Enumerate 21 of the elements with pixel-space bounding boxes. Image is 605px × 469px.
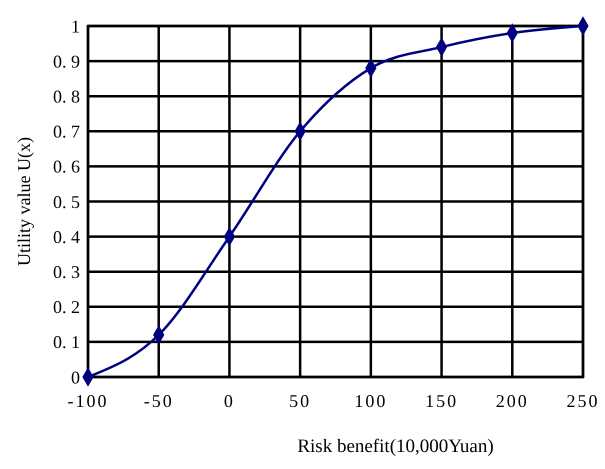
x-tick-label: 100 (354, 391, 388, 411)
x-axis-title: Risk benefit(10,000Yuan) (297, 436, 494, 457)
x-tick-label: 150 (425, 391, 458, 411)
y-tick-label: 0. 2 (53, 297, 80, 318)
x-tick-label: 200 (496, 391, 529, 411)
y-tick-label: 0. 9 (53, 51, 80, 72)
y-tick-label: 1 (71, 16, 80, 36)
x-tick-label: 50 (289, 391, 312, 411)
y-tick-label: 0. 3 (53, 262, 80, 282)
y-axis-title: Utility value U(x) (14, 137, 34, 266)
x-tick-label: -100 (68, 391, 108, 411)
y-tick-label: 0. 5 (53, 192, 80, 212)
y-tick-label: 0. 4 (53, 226, 80, 247)
y-tick-label: 0. 8 (53, 86, 80, 106)
x-tick-label: 0 (224, 391, 235, 411)
y-tick-label: 0. 6 (53, 156, 80, 177)
y-tick-label: 0. 1 (53, 332, 80, 352)
y-tick-label: 0 (71, 367, 80, 388)
x-tick-label: 250 (566, 391, 600, 411)
y-tick-label: 0. 7 (53, 122, 80, 142)
x-tick-label: -50 (144, 391, 174, 411)
